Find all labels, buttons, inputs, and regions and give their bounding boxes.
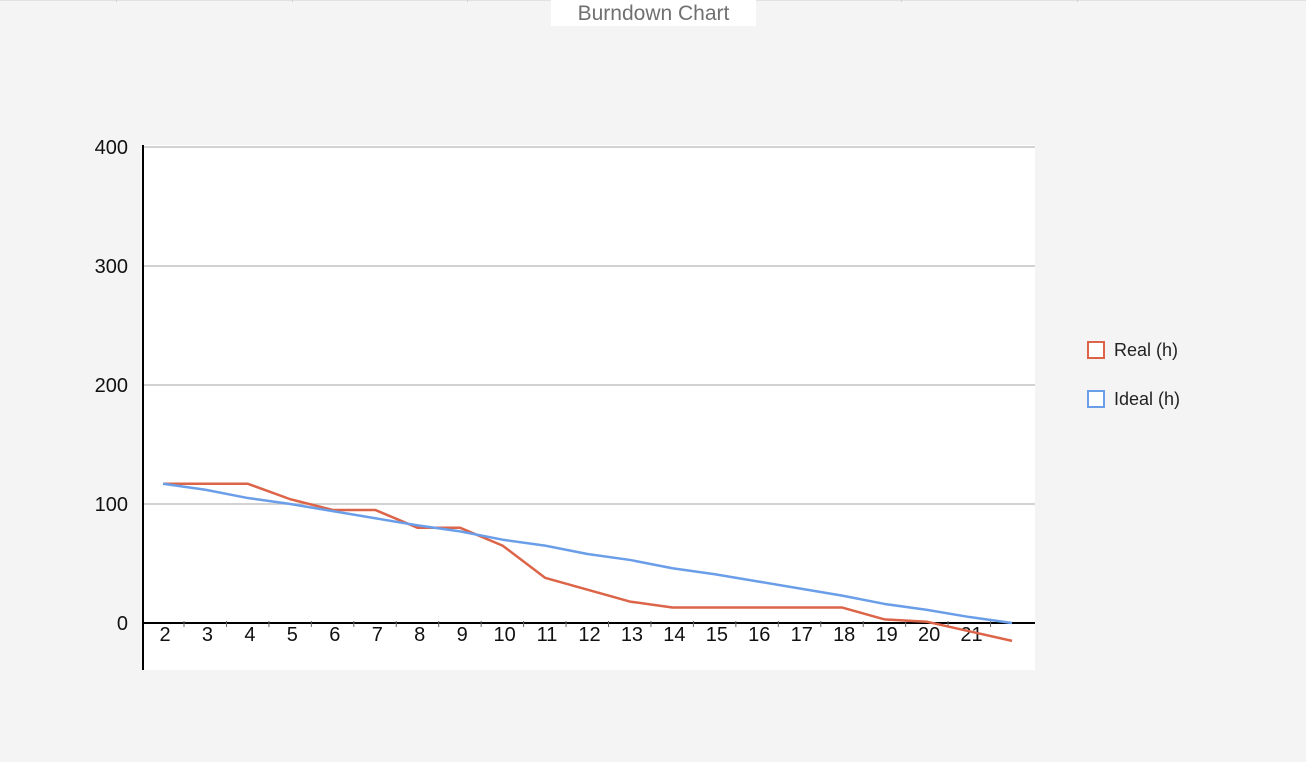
x-tick-label: 12: [578, 624, 600, 646]
top-divider-tick: [901, 0, 902, 2]
x-tick-label: 5: [287, 624, 298, 646]
y-tick-label: 200: [95, 375, 128, 397]
legend-label-real: Real (h): [1114, 339, 1179, 360]
series-line-ideal: [162, 482, 1013, 625]
x-tick-label: 18: [833, 624, 855, 646]
y-tick-label: 300: [95, 256, 128, 278]
x-tick-label: 20: [918, 624, 940, 646]
x-tick-label: 14: [663, 624, 685, 646]
chart-legend: Real (h) Ideal (h): [1087, 338, 1180, 436]
top-divider-tick: [467, 0, 468, 2]
top-divider-tick: [116, 0, 117, 2]
x-tick-label: 19: [876, 624, 898, 646]
x-tick-label: 16: [748, 624, 770, 646]
top-divider-tick: [292, 0, 293, 2]
x-tick-label: 13: [621, 624, 643, 646]
legend-item-ideal[interactable]: Ideal (h): [1087, 387, 1180, 411]
series-line-real: [163, 482, 1013, 643]
x-tick-label: 4: [244, 624, 255, 646]
x-tick-label: 2: [159, 624, 170, 646]
y-tick-label: 0: [117, 613, 128, 635]
chart-title: Burndown Chart: [551, 0, 756, 26]
x-tick-label: 21: [960, 624, 982, 646]
legend-label-ideal: Ideal (h): [1114, 388, 1181, 409]
legend-swatch-ideal: [1087, 390, 1105, 408]
plot-area: [143, 145, 1035, 670]
x-tick-label: 9: [457, 624, 468, 646]
x-tick-label: 10: [493, 624, 515, 646]
top-divider-tick: [1077, 0, 1078, 2]
x-tick-label: 6: [329, 624, 340, 646]
y-tick-label: 400: [95, 137, 128, 159]
x-tick-label: 17: [791, 624, 813, 646]
x-tick-label: 8: [414, 624, 425, 646]
legend-swatch-real: [1087, 341, 1105, 359]
x-tick-label: 7: [372, 624, 383, 646]
x-tick-label: 11: [537, 624, 558, 646]
legend-item-real[interactable]: Real (h): [1087, 338, 1180, 362]
y-tick-label: 100: [95, 494, 128, 516]
x-tick-label: 3: [202, 624, 213, 646]
x-tick-label: 15: [706, 624, 728, 646]
